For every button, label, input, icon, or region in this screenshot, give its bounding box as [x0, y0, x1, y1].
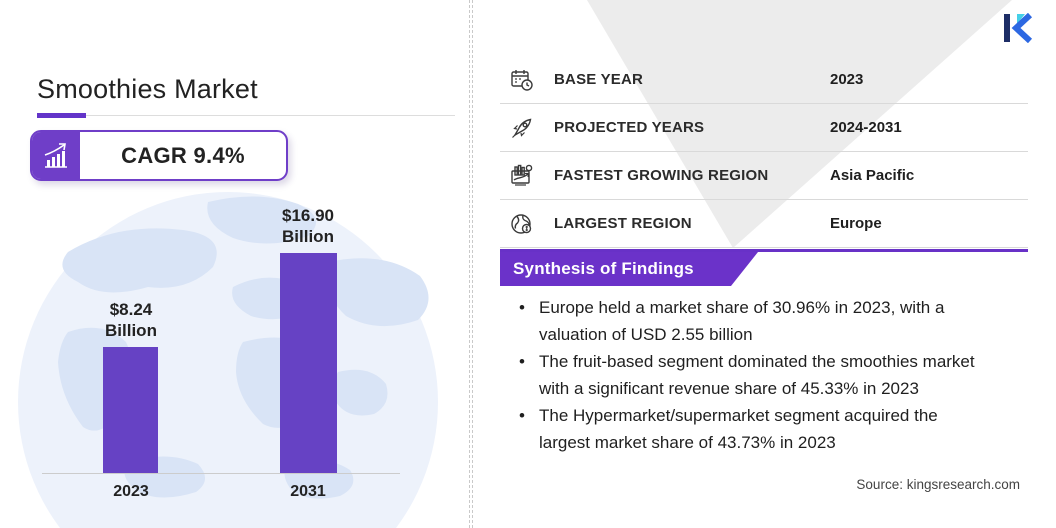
globe-icon [508, 210, 536, 238]
title-underline [37, 115, 455, 116]
bullet-icon: • [519, 352, 525, 371]
bullet-icon: • [519, 298, 525, 317]
bar-value-label-2031: $16.90 Billion [258, 205, 358, 247]
fact-row-largest-region: LARGEST REGION Europe [500, 200, 1028, 248]
page-title: Smoothies Market [37, 74, 258, 104]
cagr-value: CAGR 9.4% [121, 142, 245, 168]
fact-label: LARGEST REGION [554, 215, 692, 232]
fact-row-projected-years: PROJECTED YEARS 2024-2031 [500, 104, 1028, 152]
finding-text: Europe held a market share of 30.96% in … [539, 298, 945, 344]
x-axis-label-2031: 2031 [290, 483, 326, 500]
x-axis-label-2023: 2023 [113, 483, 149, 500]
bar-value-label-2023: $8.24 Billion [81, 299, 181, 341]
kings-research-logo-icon [1003, 12, 1033, 48]
fact-row-fastest-growing-region: FASTEST GROWING REGION Asia Pacific [500, 152, 1028, 200]
bar-value-2023-amount: $8.24 [109, 300, 153, 319]
fact-row-base-year: BASE YEAR 2023 [500, 56, 1028, 104]
fact-label: PROJECTED YEARS [554, 119, 705, 136]
market-growth-icon [508, 162, 536, 190]
bar-value-2031-amount: $16.90 [282, 206, 334, 225]
title-underline-accent [37, 113, 86, 118]
calendar-clock-icon [508, 66, 536, 94]
synthesis-heading-banner: Synthesis of Findings [500, 252, 758, 286]
bar-value-2031-unit: Billion [282, 227, 334, 246]
synthesis-top-rule [500, 249, 1028, 252]
fact-label: BASE YEAR [554, 71, 644, 88]
finding-text: The Hypermarket/supermarket segment acqu… [539, 406, 938, 452]
fact-value: Europe [830, 215, 882, 232]
synthesis-heading: Synthesis of Findings [513, 259, 694, 278]
finding-item: • The fruit-based segment dominated the … [505, 348, 1015, 402]
finding-item: • Europe held a market share of 30.96% i… [505, 294, 1015, 348]
panel-divider-dashed-line [469, 0, 473, 528]
key-facts-table: BASE YEAR 2023 PROJECTED YEARS 2024-2031 [500, 56, 1028, 248]
fact-value: 2024-2031 [830, 119, 902, 136]
finding-item: • The Hypermarket/supermarket segment ac… [505, 402, 1015, 456]
fact-label: FASTEST GROWING REGION [554, 167, 769, 184]
chart-baseline [42, 473, 400, 474]
findings-list: • Europe held a market share of 30.96% i… [505, 294, 1015, 456]
bar-2031 [280, 253, 337, 473]
bullet-icon: • [519, 406, 525, 425]
finding-text: The fruit-based segment dominated the sm… [539, 352, 975, 398]
growth-chart-icon [32, 132, 80, 179]
world-map-background [8, 192, 453, 528]
source-attribution: Source: kingsresearch.com [856, 477, 1020, 492]
fact-value: Asia Pacific [830, 167, 915, 184]
bar-value-2023-unit: Billion [105, 321, 157, 340]
fact-value: 2023 [830, 71, 864, 88]
bar-2023 [103, 347, 158, 473]
rocket-icon [508, 114, 536, 142]
cagr-badge: CAGR 9.4% [30, 130, 288, 181]
